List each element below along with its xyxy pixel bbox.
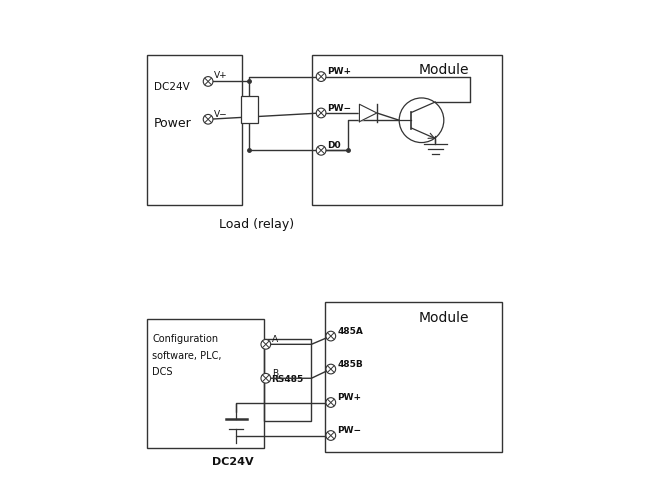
Bar xyxy=(324,302,502,453)
Text: B: B xyxy=(272,368,278,377)
Circle shape xyxy=(326,332,336,341)
Text: Module: Module xyxy=(419,310,470,324)
Circle shape xyxy=(316,109,326,119)
Text: A: A xyxy=(272,334,278,343)
Text: software, PLC,: software, PLC, xyxy=(153,351,222,361)
Text: 485A: 485A xyxy=(337,326,363,335)
Circle shape xyxy=(326,431,336,440)
Bar xyxy=(312,56,502,206)
Text: RS485: RS485 xyxy=(271,374,304,383)
Text: PW+: PW+ xyxy=(327,67,352,76)
Circle shape xyxy=(316,73,326,82)
Bar xyxy=(264,339,312,421)
Text: Load (relay): Load (relay) xyxy=(219,217,294,230)
Text: PW+: PW+ xyxy=(337,392,361,401)
Polygon shape xyxy=(360,105,377,122)
Bar xyxy=(147,319,264,448)
Circle shape xyxy=(261,374,271,383)
Text: DC24V: DC24V xyxy=(154,82,190,92)
Circle shape xyxy=(326,364,336,374)
Text: DC24V: DC24V xyxy=(212,456,253,466)
Circle shape xyxy=(203,77,213,87)
Text: Power: Power xyxy=(154,117,191,130)
Text: V−: V− xyxy=(214,109,228,119)
Circle shape xyxy=(261,340,271,349)
Text: PW−: PW− xyxy=(337,425,361,434)
Text: D0: D0 xyxy=(327,140,341,150)
Text: 485B: 485B xyxy=(337,359,363,368)
Circle shape xyxy=(399,99,444,143)
Text: V+: V+ xyxy=(214,71,228,80)
Text: Configuration: Configuration xyxy=(153,334,219,344)
Text: PW−: PW− xyxy=(327,103,351,112)
Circle shape xyxy=(316,146,326,156)
Circle shape xyxy=(326,398,336,408)
Circle shape xyxy=(203,115,213,125)
Text: DCS: DCS xyxy=(153,367,173,377)
Bar xyxy=(147,56,242,206)
Bar xyxy=(241,97,258,123)
Text: Module: Module xyxy=(419,63,470,77)
